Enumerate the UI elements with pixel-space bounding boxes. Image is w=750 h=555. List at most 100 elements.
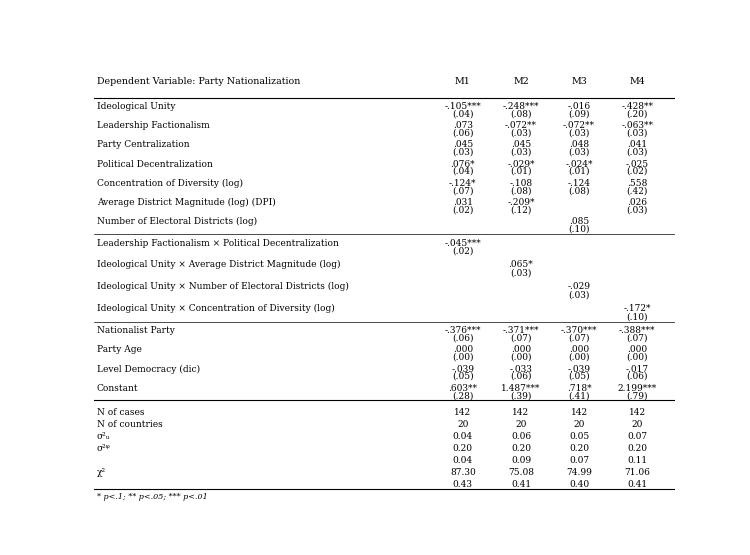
Text: (.03): (.03) xyxy=(510,148,532,157)
Text: 75.08: 75.08 xyxy=(508,468,534,477)
Text: .558: .558 xyxy=(627,179,647,188)
Text: (.10): (.10) xyxy=(568,224,590,234)
Text: Ideological Unity × Concentration of Diversity (log): Ideological Unity × Concentration of Div… xyxy=(97,304,334,313)
Text: (.04): (.04) xyxy=(452,167,473,176)
Text: σ²ᵠ: σ²ᵠ xyxy=(97,444,110,453)
Text: .085: .085 xyxy=(569,217,590,226)
Text: (.01): (.01) xyxy=(510,167,532,176)
Text: .000: .000 xyxy=(511,345,531,355)
Text: 1.487***: 1.487*** xyxy=(501,384,541,393)
Text: 0.07: 0.07 xyxy=(627,432,647,441)
Text: (.09): (.09) xyxy=(568,109,590,118)
Text: 0.07: 0.07 xyxy=(569,456,590,465)
Text: Ideological Unity: Ideological Unity xyxy=(97,102,176,111)
Text: Dependent Variable: Party Nationalization: Dependent Variable: Party Nationalizatio… xyxy=(97,77,300,86)
Text: (.03): (.03) xyxy=(626,148,648,157)
Text: -.029: -.029 xyxy=(568,282,590,291)
Text: (.41): (.41) xyxy=(568,391,590,400)
Text: 0.41: 0.41 xyxy=(511,480,531,488)
Text: (.07): (.07) xyxy=(626,334,648,342)
Text: -.039: -.039 xyxy=(568,365,590,374)
Text: 142: 142 xyxy=(454,408,472,417)
Text: χ²: χ² xyxy=(97,468,106,477)
Text: (.06): (.06) xyxy=(510,372,532,381)
Text: (.08): (.08) xyxy=(510,186,532,195)
Text: (.06): (.06) xyxy=(452,334,473,342)
Text: 87.30: 87.30 xyxy=(450,468,476,477)
Text: M3: M3 xyxy=(572,77,587,86)
Text: .000: .000 xyxy=(627,345,647,355)
Text: 0.20: 0.20 xyxy=(511,444,531,453)
Text: 0.04: 0.04 xyxy=(453,432,473,441)
Text: -.371***: -.371*** xyxy=(503,326,539,335)
Text: M2: M2 xyxy=(513,77,529,86)
Text: (.20): (.20) xyxy=(626,109,648,118)
Text: .041: .041 xyxy=(627,140,647,149)
Text: 0.11: 0.11 xyxy=(627,456,647,465)
Text: -.124*: -.124* xyxy=(449,179,476,188)
Text: (.01): (.01) xyxy=(568,167,590,176)
Text: -.124: -.124 xyxy=(568,179,590,188)
Text: (.08): (.08) xyxy=(568,186,590,195)
Text: Nationalist Party: Nationalist Party xyxy=(97,326,175,335)
Text: (.03): (.03) xyxy=(510,128,532,137)
Text: -.370***: -.370*** xyxy=(561,326,597,335)
Text: .000: .000 xyxy=(453,345,473,355)
Text: σ²ᵤ: σ²ᵤ xyxy=(97,432,110,441)
Text: (.07): (.07) xyxy=(452,186,473,195)
Text: (.06): (.06) xyxy=(452,128,473,137)
Text: N of countries: N of countries xyxy=(97,420,163,429)
Text: Leadership Factionalism: Leadership Factionalism xyxy=(97,121,209,130)
Text: .045: .045 xyxy=(511,140,531,149)
Text: (.03): (.03) xyxy=(510,269,532,278)
Text: (.04): (.04) xyxy=(452,109,473,118)
Text: 142: 142 xyxy=(512,408,529,417)
Text: .073: .073 xyxy=(453,121,472,130)
Text: (.07): (.07) xyxy=(510,334,532,342)
Text: .718*: .718* xyxy=(567,384,592,393)
Text: Constant: Constant xyxy=(97,384,138,393)
Text: Party Centralization: Party Centralization xyxy=(97,140,189,149)
Text: (.07): (.07) xyxy=(568,334,590,342)
Text: (.05): (.05) xyxy=(452,372,474,381)
Text: -.172*: -.172* xyxy=(623,304,651,313)
Text: (.03): (.03) xyxy=(568,148,590,157)
Text: Party Age: Party Age xyxy=(97,345,142,355)
Text: .026: .026 xyxy=(627,198,647,207)
Text: (.06): (.06) xyxy=(626,372,648,381)
Text: 0.05: 0.05 xyxy=(569,432,590,441)
Text: .045: .045 xyxy=(453,140,473,149)
Text: -.029*: -.029* xyxy=(507,159,535,169)
Text: 0.41: 0.41 xyxy=(627,480,647,488)
Text: Leadership Factionalism × Political Decentralization: Leadership Factionalism × Political Dece… xyxy=(97,239,338,248)
Text: 20: 20 xyxy=(632,420,643,429)
Text: 0.20: 0.20 xyxy=(627,444,647,453)
Text: (.00): (.00) xyxy=(568,352,590,362)
Text: -.063**: -.063** xyxy=(621,121,653,130)
Text: (.02): (.02) xyxy=(452,205,473,214)
Text: (.02): (.02) xyxy=(452,247,473,256)
Text: 71.06: 71.06 xyxy=(624,468,650,477)
Text: -.033: -.033 xyxy=(509,365,532,374)
Text: (.10): (.10) xyxy=(626,312,648,321)
Text: 0.04: 0.04 xyxy=(453,456,473,465)
Text: (.39): (.39) xyxy=(510,391,532,400)
Text: Average District Magnitude (log) (DPI): Average District Magnitude (log) (DPI) xyxy=(97,198,275,207)
Text: (.42): (.42) xyxy=(626,186,648,195)
Text: -.105***: -.105*** xyxy=(445,102,482,111)
Text: 0.20: 0.20 xyxy=(569,444,589,453)
Text: (.08): (.08) xyxy=(510,109,532,118)
Text: Level Democracy (dic): Level Democracy (dic) xyxy=(97,365,200,374)
Text: (.28): (.28) xyxy=(452,391,473,400)
Text: -.108: -.108 xyxy=(509,179,532,188)
Text: (.05): (.05) xyxy=(568,372,590,381)
Text: M1: M1 xyxy=(455,77,471,86)
Text: (.03): (.03) xyxy=(568,290,590,299)
Text: N of cases: N of cases xyxy=(97,408,144,417)
Text: -.376***: -.376*** xyxy=(445,326,481,335)
Text: -.025: -.025 xyxy=(626,159,649,169)
Text: 20: 20 xyxy=(574,420,585,429)
Text: 0.40: 0.40 xyxy=(569,480,590,488)
Text: (.03): (.03) xyxy=(568,128,590,137)
Text: (.12): (.12) xyxy=(510,205,532,214)
